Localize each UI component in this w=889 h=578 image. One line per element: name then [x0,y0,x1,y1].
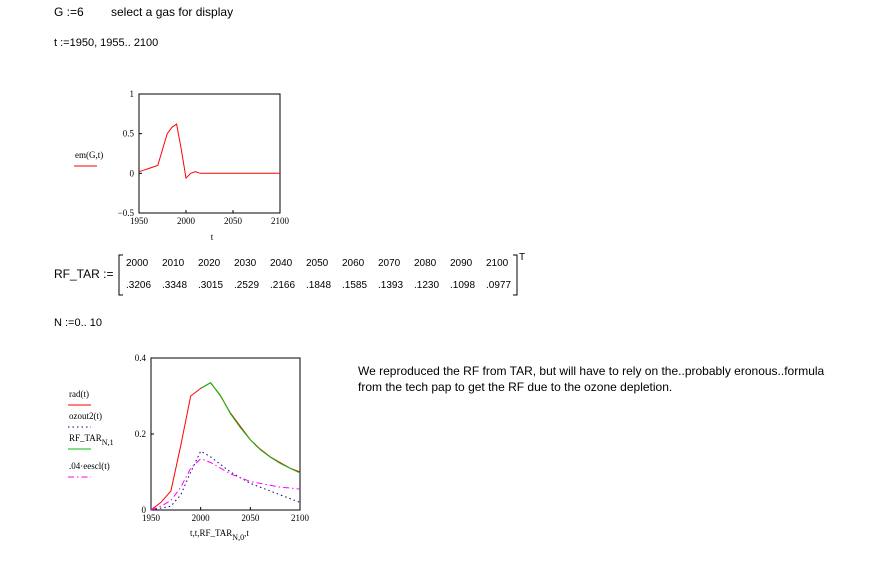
matrix-cell: .0977 [486,280,512,291]
x-tick-label: 1950 [130,216,149,226]
legend-label: em(G,t) [75,150,103,160]
x-tick-label: 2050 [224,216,243,226]
series-line [150,382,301,511]
matrix-cell: 2020 [198,258,221,269]
plot-frame [138,93,281,214]
x-axis-label: t [211,232,214,242]
matrix-cell: 2010 [162,258,185,269]
matrix-cell: 2080 [414,258,437,269]
x-tick-label: 2000 [192,513,211,523]
matrix-cell: 2100 [486,258,509,269]
legend-label: RF_TARN,1 [69,433,114,447]
x-tick-label: 2000 [177,216,196,226]
matrix-cell: .3206 [126,280,152,291]
y-tick-label: 0 [142,505,147,515]
matrix-cell: 2060 [342,258,365,269]
y-tick-label: 0 [130,168,135,178]
x-tick-label: 2050 [241,513,260,523]
matrix-cell: .2166 [270,280,296,291]
matrix-cell: .1393 [378,280,404,291]
series-line [150,458,301,511]
matrix-cell: .1098 [450,280,476,291]
matrix-cell: .2529 [234,280,260,291]
plot-frame [150,357,301,511]
x-tick-label: 2100 [291,513,310,523]
legend-label: rad(t) [69,389,89,399]
note-line-2: from the tech pap to get the RF due to t… [358,380,673,394]
matrix-cell: .1585 [342,280,368,291]
matrix-cell: 2050 [306,258,329,269]
note-line-1: We reproduced the RF from TAR, but will … [358,364,825,378]
matrix-cell: 2030 [234,258,257,269]
matrix-cell: 2070 [378,258,401,269]
matrix-cell: .3348 [162,280,188,291]
y-tick-label: 1 [130,89,135,99]
g-comment: select a gas for display [111,5,234,19]
legend-label: ozout2(t) [69,411,102,421]
y-tick-label: 0.5 [123,129,135,139]
y-tick-label: 0.4 [135,353,147,363]
matrix-cell: .1848 [306,280,332,291]
matrix-cell: .3015 [198,280,224,291]
rf-tar-label[interactable]: RF_TAR := [54,267,114,281]
series-line [150,450,301,511]
g-definition[interactable]: G :=6 [54,5,84,19]
matrix-cell: 2090 [450,258,473,269]
series-line [138,123,280,180]
y-tick-label: 0.2 [135,429,146,439]
legend-label: .04·eescl(t) [69,461,110,471]
x-axis-label: t,t,RF_TARN,0,t [190,528,249,542]
n-range-definition[interactable]: N :=0.. 10 [54,317,103,329]
series-line [200,382,301,474]
transpose-marker: T [519,252,526,263]
t-range-definition[interactable]: t :=1950, 1955.. 2100 [54,37,159,49]
matrix-cell: 2040 [270,258,293,269]
y-tick-label: −0.5 [118,208,135,218]
matrix-cell: 2000 [126,258,149,269]
matrix-cell: .1230 [414,280,440,291]
x-tick-label: 2100 [271,216,290,226]
x-tick-label: 1950 [142,513,161,523]
